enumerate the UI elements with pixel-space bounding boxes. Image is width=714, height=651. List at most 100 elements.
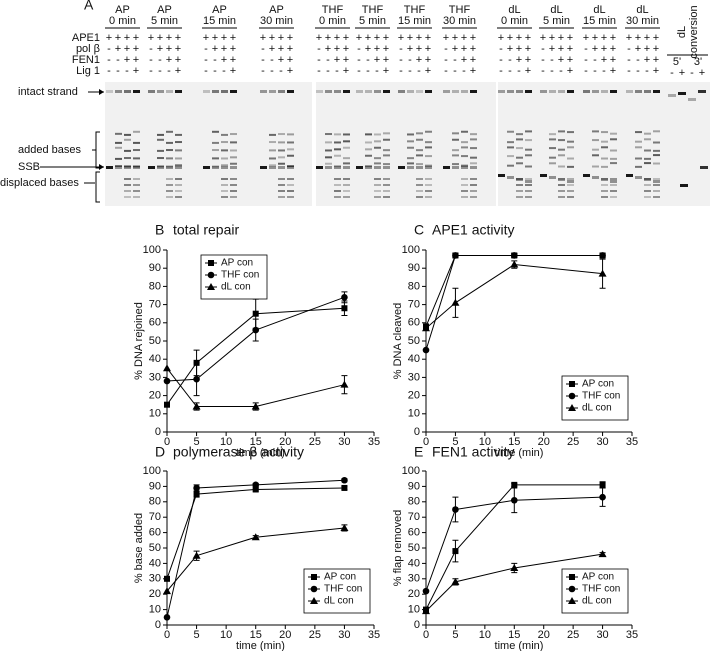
gel-band	[374, 146, 381, 149]
marker	[193, 484, 200, 492]
marker	[193, 375, 200, 383]
sign: -	[107, 65, 111, 77]
gel-background	[498, 82, 710, 206]
gel-band	[558, 178, 565, 180]
gel-band	[166, 178, 173, 180]
panel-label: A	[84, 0, 94, 13]
gel-band	[601, 184, 608, 186]
gel-band	[583, 90, 590, 93]
gel-band	[287, 178, 294, 180]
gel-band	[416, 163, 423, 166]
gel-band	[601, 90, 608, 93]
gel-band	[407, 140, 414, 143]
gel-band	[325, 141, 332, 144]
gel-band	[175, 178, 182, 180]
marker	[252, 326, 260, 334]
gel-band	[269, 157, 276, 160]
legend-label: dL con	[582, 403, 612, 414]
gel-band	[230, 162, 237, 165]
sign: +	[461, 32, 467, 44]
gel-band	[230, 149, 237, 152]
marker	[252, 481, 260, 489]
sign: +	[325, 43, 331, 55]
gel-band	[407, 133, 414, 136]
gel-band	[592, 154, 599, 157]
y-tick-label: 90	[149, 480, 161, 492]
gel-band	[334, 141, 341, 144]
marker	[452, 548, 459, 555]
gel-band	[278, 133, 285, 136]
gel-band	[221, 141, 228, 144]
sign: -	[261, 65, 265, 77]
gel-band	[115, 166, 122, 169]
sign: +	[525, 65, 531, 77]
marker	[510, 252, 518, 259]
sign: +	[644, 32, 650, 44]
lane-group-name: THF	[322, 4, 344, 16]
gel-band	[558, 130, 565, 133]
gel-band	[343, 166, 350, 169]
row-label: Lig 1	[76, 65, 100, 77]
gel-band	[558, 154, 565, 157]
gel-band	[644, 190, 651, 192]
sign: -	[453, 65, 457, 77]
gel-band	[106, 90, 113, 93]
sign: +	[133, 32, 139, 44]
gel-band	[425, 130, 432, 133]
sign: +	[425, 54, 431, 66]
sign: -	[107, 54, 111, 66]
sign: -	[508, 65, 512, 77]
gel-band	[343, 90, 350, 93]
sign: -	[261, 43, 265, 55]
y-tick-label: 70	[408, 511, 420, 523]
gel-band	[592, 176, 599, 179]
gel-band	[287, 133, 294, 136]
gel-band	[316, 166, 323, 169]
sign: +	[699, 67, 705, 79]
gel-band	[230, 166, 237, 169]
sign: -	[584, 54, 588, 66]
sign: +	[383, 32, 389, 44]
gel-band	[644, 132, 651, 135]
marker	[163, 364, 171, 372]
gel-band	[516, 138, 523, 141]
gel-band	[461, 155, 468, 158]
gel-band	[175, 90, 182, 93]
gel-band	[425, 178, 432, 180]
gel-band	[343, 133, 350, 136]
sign: +	[269, 32, 275, 44]
gel-band	[416, 166, 423, 169]
sign: +	[343, 32, 349, 44]
sign: -	[222, 65, 226, 77]
sign: +	[221, 32, 227, 44]
gel-band	[653, 130, 660, 133]
gel-band	[365, 154, 372, 157]
x-tick-label: 35	[626, 436, 638, 448]
x-tick-label: 10	[220, 436, 232, 448]
sign: -	[149, 43, 153, 55]
x-tick-label: 25	[309, 629, 321, 641]
gel-band	[287, 166, 294, 169]
gel-band	[592, 90, 599, 93]
gel-background	[316, 82, 496, 206]
gel-band	[343, 196, 350, 198]
sign: +	[558, 43, 564, 55]
series-line	[425, 264, 603, 329]
gel-band	[334, 148, 341, 151]
marker	[510, 496, 518, 504]
x-tick-label: 25	[567, 629, 579, 641]
lane-group-time: 0 min	[109, 15, 136, 27]
gel-band	[583, 174, 590, 177]
gel-band	[461, 166, 468, 169]
sign: +	[269, 43, 275, 55]
sign: -	[541, 43, 545, 55]
gel-band	[653, 90, 660, 93]
gel-band	[374, 133, 381, 136]
gel-band	[567, 184, 574, 186]
gel-band	[221, 90, 228, 93]
sign: +	[343, 43, 349, 55]
sign: +	[175, 43, 181, 55]
sign: -	[125, 65, 129, 77]
gel-band	[567, 131, 574, 134]
